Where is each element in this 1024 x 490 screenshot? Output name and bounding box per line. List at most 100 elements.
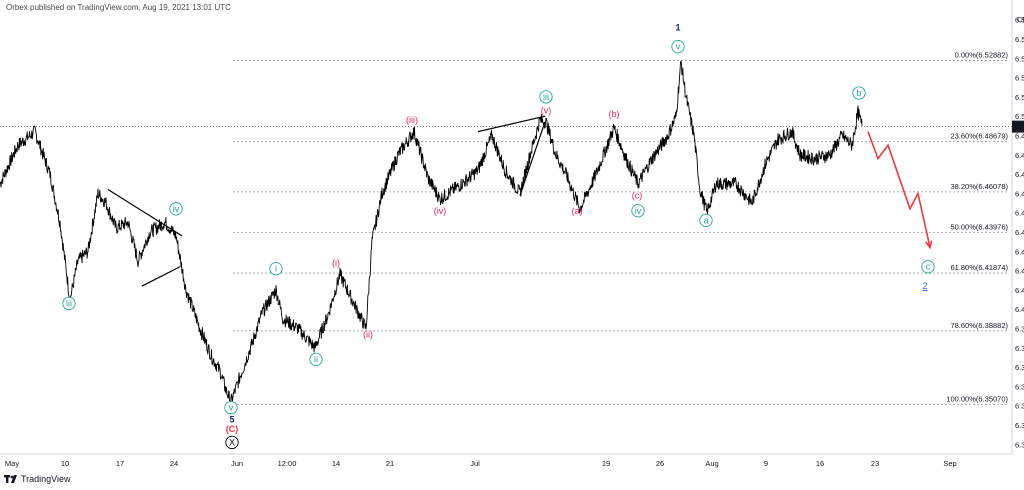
price-axis-tick-11: 6.44000 — [1015, 228, 1024, 237]
wave-label-circle-19 — [671, 40, 685, 54]
price-axis-tick-2: 6.53000 — [1015, 54, 1024, 63]
price-axis-tick-6: 6.49000 — [1015, 131, 1024, 140]
wave-label-circle-22 — [921, 260, 935, 274]
wave-label-4: (C) — [226, 424, 239, 434]
tradingview-brand: TradingView — [21, 474, 71, 484]
wave-annotations: iiiivv5(C)Xiii(i)(ii)(iii)(iv)iii(v)(a)(… — [62, 22, 935, 450]
wave-label-text-12: iii — [543, 92, 549, 102]
price-axis-tick-1: 6.54000 — [1015, 35, 1024, 44]
last-price-label: 6.49458 — [1014, 123, 1024, 132]
time-axis-tick-12: 9 — [764, 459, 768, 468]
trendline-3 — [519, 121, 546, 196]
projection-path — [867, 131, 933, 250]
price-axis-tick-8: 6.47000 — [1015, 170, 1024, 179]
fib-level-label-3: 50.00%(6.43976) — [950, 222, 1008, 231]
time-axis-tick-1: 10 — [61, 459, 69, 468]
wave-label-20: a — [699, 213, 713, 228]
wave-label-15: (b) — [609, 109, 620, 119]
wave-label-7: ii — [309, 352, 323, 367]
wave-label-text-15: (b) — [609, 109, 620, 119]
price-line — [0, 60, 863, 406]
wave-label-text-1: iv — [173, 204, 180, 214]
price-axis-tick-15: 6.40000 — [1015, 305, 1024, 314]
axis-lines — [0, 0, 1013, 455]
wave-label-11: (iv) — [434, 206, 447, 216]
wave-label-circle-5 — [225, 435, 239, 450]
wave-label-text-3: 5 — [229, 414, 234, 424]
wave-label-text-20: a — [703, 215, 708, 225]
wave-label-21: b — [852, 86, 866, 100]
time-axis-tick-11: Aug — [705, 459, 718, 468]
wave-label-text-11: (iv) — [434, 206, 447, 216]
wave-label-text-19: v — [676, 42, 681, 52]
time-axis[interactable]: May 10 17 24 Jun 12:00 14 21 Jul 19 26 Aug 9 16 23 Sep — [5, 459, 957, 468]
fib-level-label-6: 100.00%(6.35070) — [946, 394, 1008, 403]
wave-label-13: (v) — [541, 105, 552, 115]
footer: TradingView — [4, 474, 71, 484]
wave-label-text-9: (ii) — [363, 329, 373, 339]
fib-level-label-5: 78.60%(6.38882) — [950, 321, 1008, 330]
wave-label-text-10: (iii) — [406, 115, 418, 125]
publisher-header: Orbex published on TradingView.com, Aug … — [6, 3, 231, 12]
wave-label-23: 2 — [922, 281, 927, 291]
wave-label-3: 5 — [229, 414, 234, 424]
projection-arrowhead — [925, 240, 933, 250]
time-axis-tick-15: Sep — [943, 459, 956, 468]
time-axis-tick-8: Jul — [470, 459, 480, 468]
wave-label-10: (iii) — [406, 115, 418, 125]
fib-retracement: 0.00%(6.52882) 23.60%(6.48679) 38.20%(6.46… — [233, 51, 1008, 405]
wave-label-16: (c) — [632, 190, 643, 200]
trendline-0 — [107, 189, 183, 237]
wave-label-circle-0 — [62, 296, 76, 311]
fib-level-label-0: 0.00%(6.52882) — [955, 51, 1009, 60]
wave-label-circle-17 — [631, 204, 645, 218]
fib-level-label-1: 23.60%(6.48679) — [950, 132, 1008, 141]
time-axis-tick-13: 16 — [816, 459, 824, 468]
wave-label-text-2: v — [229, 403, 234, 413]
time-axis-tick-7: 21 — [386, 459, 394, 468]
wave-label-12: iii — [539, 90, 553, 104]
price-axis[interactable]: CNH6.55000 6.54000 6.53000 6.52000 6.51000 6.… — [1012, 15, 1024, 449]
wave-label-18: 1 — [675, 22, 680, 32]
price-axis-tick-5: 6.50000 — [1015, 112, 1024, 121]
wave-label-6: i — [269, 262, 283, 276]
time-axis-tick-14: 23 — [871, 459, 879, 468]
wave-label-1: iv — [169, 202, 183, 216]
wave-label-22: c — [921, 260, 935, 274]
trendline-1 — [141, 266, 181, 287]
time-axis-tick-9: 19 — [602, 459, 610, 468]
wave-label-2: v — [224, 401, 238, 415]
wave-label-circle-20 — [699, 213, 713, 228]
wave-label-circle-7 — [309, 352, 323, 367]
trendlines — [107, 115, 546, 287]
wave-label-text-13: (v) — [541, 105, 552, 115]
time-axis-tick-4: Jun — [231, 459, 243, 468]
time-axis-tick-3: 24 — [170, 459, 178, 468]
wave-label-text-23: 2 — [922, 281, 927, 291]
price-axis-tick-7: 6.48000 — [1015, 151, 1024, 160]
fib-level-label-4: 61.80%(6.41874) — [950, 263, 1008, 272]
wave-label-circle-2 — [224, 401, 238, 415]
price-axis-tick-10: 6.45000 — [1015, 209, 1024, 218]
time-axis-tick-0: May — [5, 459, 19, 468]
price-axis-tick-12: 6.43000 — [1015, 247, 1024, 256]
wave-label-text-4: (C) — [226, 424, 239, 434]
price-axis-tick-16: 6.39000 — [1015, 325, 1024, 334]
wave-label-5: X — [225, 435, 239, 450]
trendline-2 — [477, 115, 546, 133]
price-axis-tick-3: 6.52000 — [1015, 74, 1024, 83]
price-axis-currency: CNH — [1017, 15, 1024, 24]
time-axis-tick-5: 12:00 — [278, 459, 297, 468]
time-axis-tick-6: 14 — [332, 459, 340, 468]
time-axis-tick-2: 17 — [116, 459, 124, 468]
wave-label-text-7: ii — [314, 354, 318, 364]
wave-label-17: iv — [631, 204, 645, 218]
price-axis-tick-13: 6.42000 — [1015, 267, 1024, 276]
price-axis-tick-21: 6.34000 — [1015, 421, 1024, 430]
wave-label-circle-12 — [539, 90, 553, 104]
price-axis-tick-0: 6.55000 — [1015, 16, 1024, 25]
price-axis-tick-14: 6.41000 — [1015, 286, 1024, 295]
wave-label-text-21: b — [856, 88, 861, 98]
price-axis-tick-18: 6.37000 — [1015, 363, 1024, 372]
